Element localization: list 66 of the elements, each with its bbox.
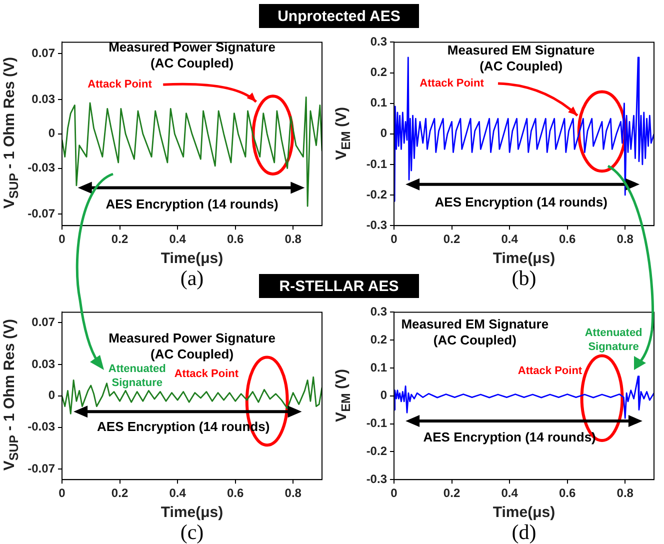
x-tick-label: 0.2: [111, 232, 128, 246]
x-tick-label: 0.6: [558, 232, 576, 246]
text: (d): [512, 520, 536, 544]
y-tick-label: 0.07: [32, 46, 56, 60]
text: (c): [180, 520, 204, 544]
y-tick-label: 0.3: [370, 34, 388, 49]
x-tick-label: 0.6: [558, 486, 576, 500]
text: (b): [512, 266, 536, 290]
x-tick-label: 0.4: [169, 486, 186, 500]
x-tick-label: 0: [390, 486, 398, 500]
x-tick-label: 0.4: [501, 486, 518, 500]
x-tick-label: 0.2: [443, 486, 460, 500]
annotation: Attack Point: [420, 77, 484, 90]
y-tick-label: -0.1: [366, 156, 388, 171]
x-axis-title: Time(μs): [492, 504, 556, 522]
annotation: Attenuated Signature: [108, 363, 166, 390]
x-axis-title: Time(μs): [160, 250, 224, 268]
annotation: AES Encryption (14 rounds): [106, 196, 278, 212]
x-axis-title: Time(μs): [160, 504, 224, 522]
chart-title: R-STELLAR AES: [259, 274, 419, 298]
x-tick-label: 0.4: [501, 232, 518, 246]
x-tick-label: 0: [58, 232, 66, 246]
text: (a): [180, 266, 204, 290]
x-tick-label: 0.2: [443, 232, 460, 246]
y-tick-label: -0.03: [28, 160, 56, 175]
x-tick-label: 0.6: [226, 232, 244, 246]
y-tick-label: -0.03: [28, 420, 56, 434]
y-tick-label: 0: [48, 126, 56, 140]
annotation: Measured EM Signature (AC Coupled): [447, 42, 595, 74]
annotation: AES Encryption (14 rounds): [434, 194, 608, 210]
x-axis-title: Time(μs): [492, 250, 556, 268]
annotation: Measured Power Signature (AC Coupled): [108, 40, 276, 71]
y-tick-label: -0.3: [366, 218, 388, 232]
annotation: Measured Power Signature (AC Coupled): [108, 330, 276, 362]
y-tick-label: -0.1: [366, 416, 388, 430]
x-tick-label: 0.4: [169, 232, 186, 246]
y-tick-label: 0.1: [370, 360, 388, 374]
y-tick-label: -0.07: [28, 461, 56, 476]
y-tick-label: 0.03: [32, 356, 56, 371]
y-tick-label: 0.1: [370, 96, 388, 110]
annotation: Attack Point: [518, 364, 582, 377]
annotation: Attack Point: [88, 78, 152, 91]
y-tick-label: 0: [380, 126, 388, 140]
x-tick-label: 0.8: [616, 232, 634, 246]
chart-title: Unprotected AES: [259, 4, 419, 28]
x-tick-label: 0.6: [226, 486, 244, 500]
y-tick-label: -0.3: [366, 472, 388, 486]
x-tick-label: 0.8: [284, 232, 302, 246]
y-tick-label: 0.03: [32, 92, 56, 106]
y-tick-label: 0.3: [370, 304, 388, 319]
x-tick-label: 0.8: [284, 486, 302, 500]
x-tick-label: 0.8: [616, 486, 634, 500]
annotation: Attack Point: [174, 368, 239, 380]
annotation: Measured EM Signature (AC Coupled): [401, 316, 549, 348]
y-tick-label: 0.07: [32, 314, 56, 329]
x-tick-label: 0: [58, 486, 66, 500]
y-tick-label: 0: [48, 388, 56, 402]
y-tick-label: 0: [380, 388, 388, 402]
x-tick-label: 0.2: [111, 486, 128, 500]
y-tick-label: 0.2: [370, 332, 388, 346]
annotation: Attenuated Signature: [584, 327, 642, 354]
y-tick-label: 0.2: [370, 65, 388, 80]
y-tick-label: -0.07: [28, 206, 56, 220]
y-tick-label: -0.2: [366, 444, 388, 458]
x-tick-label: 0: [390, 232, 398, 246]
y-tick-label: -0.2: [366, 187, 388, 202]
